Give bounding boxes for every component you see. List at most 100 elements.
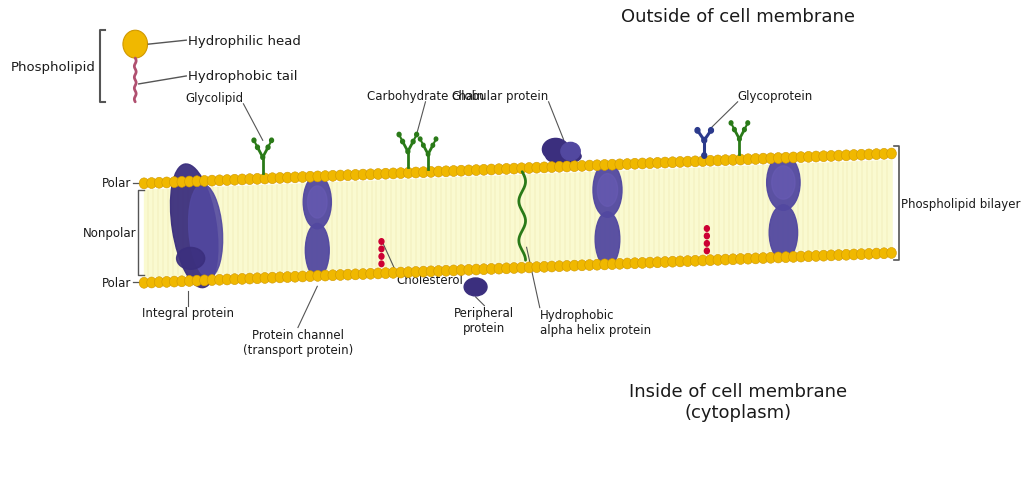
Circle shape [871, 149, 882, 160]
Circle shape [547, 163, 557, 173]
Circle shape [222, 274, 231, 285]
Circle shape [193, 276, 202, 286]
Text: Hydrophilic head: Hydrophilic head [188, 35, 301, 47]
Circle shape [706, 255, 715, 266]
Circle shape [607, 259, 617, 270]
Circle shape [834, 151, 844, 162]
Ellipse shape [307, 186, 327, 219]
Circle shape [842, 150, 851, 162]
Circle shape [796, 252, 806, 263]
Circle shape [607, 160, 617, 171]
Circle shape [706, 156, 715, 167]
Circle shape [569, 162, 580, 172]
Circle shape [732, 128, 736, 132]
Circle shape [411, 267, 421, 278]
Circle shape [781, 153, 791, 164]
Ellipse shape [769, 205, 798, 261]
Circle shape [509, 164, 519, 175]
Circle shape [298, 172, 307, 183]
Text: Peripheral
protein: Peripheral protein [455, 306, 514, 334]
Circle shape [668, 257, 678, 267]
Circle shape [406, 150, 410, 154]
Circle shape [729, 122, 733, 126]
Circle shape [524, 163, 534, 174]
Circle shape [313, 271, 323, 282]
Circle shape [495, 264, 504, 275]
Circle shape [245, 274, 255, 285]
Circle shape [585, 161, 594, 172]
Circle shape [441, 265, 451, 277]
Circle shape [495, 164, 504, 175]
Circle shape [698, 256, 708, 266]
Circle shape [305, 172, 315, 183]
Circle shape [826, 151, 836, 162]
Circle shape [350, 170, 360, 181]
Circle shape [177, 276, 186, 287]
Circle shape [238, 274, 247, 285]
Circle shape [321, 270, 330, 282]
Circle shape [759, 253, 768, 264]
Circle shape [379, 254, 384, 260]
Circle shape [229, 274, 240, 285]
Circle shape [705, 241, 710, 247]
Circle shape [652, 257, 663, 268]
Circle shape [690, 256, 700, 267]
Circle shape [713, 156, 723, 166]
Circle shape [554, 162, 564, 173]
Circle shape [652, 158, 663, 169]
Circle shape [245, 174, 255, 185]
Circle shape [400, 140, 404, 144]
Circle shape [207, 176, 217, 187]
Circle shape [358, 170, 368, 181]
Circle shape [434, 138, 437, 142]
Text: Protein channel
(transport protein): Protein channel (transport protein) [243, 328, 353, 356]
Circle shape [683, 256, 692, 267]
Circle shape [260, 273, 269, 284]
Text: Hydrophobic
alpha helix protein: Hydrophobic alpha helix protein [540, 308, 651, 336]
Ellipse shape [595, 212, 620, 267]
Text: Phospholipid bilayer: Phospholipid bilayer [901, 197, 1021, 210]
Circle shape [517, 163, 526, 174]
Text: Polar: Polar [101, 276, 131, 289]
Circle shape [434, 266, 443, 277]
Circle shape [880, 149, 889, 160]
Circle shape [412, 140, 415, 144]
Circle shape [426, 266, 436, 277]
Circle shape [766, 253, 775, 264]
Circle shape [207, 275, 217, 286]
Circle shape [540, 262, 549, 273]
Circle shape [773, 153, 783, 164]
Circle shape [184, 177, 195, 187]
Circle shape [887, 149, 896, 160]
Circle shape [600, 260, 609, 270]
Circle shape [743, 254, 753, 264]
Circle shape [479, 165, 488, 176]
Circle shape [759, 154, 768, 165]
Circle shape [811, 152, 821, 163]
Circle shape [162, 178, 172, 188]
Circle shape [123, 31, 147, 59]
Circle shape [728, 254, 738, 265]
Circle shape [269, 139, 273, 143]
Circle shape [690, 157, 700, 167]
Circle shape [509, 263, 519, 274]
Circle shape [471, 165, 481, 176]
Circle shape [524, 263, 534, 273]
Text: Inside of cell membrane
(cytoplasm): Inside of cell membrane (cytoplasm) [629, 383, 847, 421]
Circle shape [834, 250, 844, 261]
Circle shape [713, 255, 723, 266]
Circle shape [751, 253, 761, 264]
Text: Cholesterol: Cholesterol [396, 273, 463, 286]
Circle shape [422, 144, 425, 148]
Circle shape [238, 175, 247, 185]
Circle shape [397, 133, 401, 138]
Circle shape [343, 170, 352, 182]
Circle shape [540, 163, 549, 174]
Circle shape [267, 173, 278, 184]
Circle shape [701, 138, 707, 143]
Circle shape [735, 155, 745, 165]
Circle shape [614, 160, 625, 170]
Text: Phospholipid: Phospholipid [11, 61, 95, 73]
Circle shape [267, 273, 278, 284]
Circle shape [298, 271, 307, 283]
